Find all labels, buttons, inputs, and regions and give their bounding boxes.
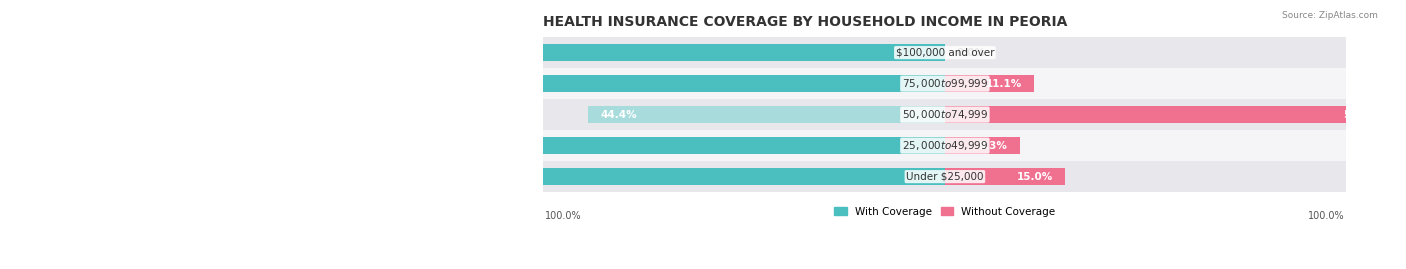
Bar [544,130,1347,161]
Text: $50,000 to $74,999: $50,000 to $74,999 [901,108,988,121]
Text: 0.0%: 0.0% [957,48,986,58]
Bar [945,168,1066,185]
Legend: With Coverage, Without Coverage: With Coverage, Without Coverage [830,203,1060,221]
Bar [945,137,1019,154]
Text: Source: ZipAtlas.com: Source: ZipAtlas.com [1282,11,1378,20]
Text: 90.7%: 90.7% [229,141,264,151]
Text: 55.6%: 55.6% [1343,109,1379,120]
Text: 15.0%: 15.0% [1017,172,1053,182]
Bar [231,75,945,92]
Text: $100,000 and over: $100,000 and over [896,48,994,58]
Text: $75,000 to $99,999: $75,000 to $99,999 [901,77,988,90]
Text: 100.0%: 100.0% [1308,211,1344,221]
Bar [589,106,945,123]
Text: HEALTH INSURANCE COVERAGE BY HOUSEHOLD INCOME IN PEORIA: HEALTH INSURANCE COVERAGE BY HOUSEHOLD I… [544,15,1067,29]
Bar [945,75,1033,92]
Bar [544,99,1347,130]
Bar [945,106,1392,123]
Text: 11.1%: 11.1% [986,79,1022,89]
Text: 9.3%: 9.3% [979,141,1008,151]
Text: 100.0%: 100.0% [546,211,582,221]
Text: 85.0%: 85.0% [274,172,311,182]
Bar [217,137,945,154]
Bar [544,37,1347,68]
Bar [263,168,945,185]
Text: 100.0%: 100.0% [155,48,198,58]
Text: $25,000 to $49,999: $25,000 to $49,999 [901,139,988,152]
Text: 88.9%: 88.9% [243,79,280,89]
Bar [544,68,1347,99]
Text: Under $25,000: Under $25,000 [905,172,984,182]
Text: 44.4%: 44.4% [600,109,637,120]
Bar [142,44,945,61]
Bar [544,161,1347,192]
